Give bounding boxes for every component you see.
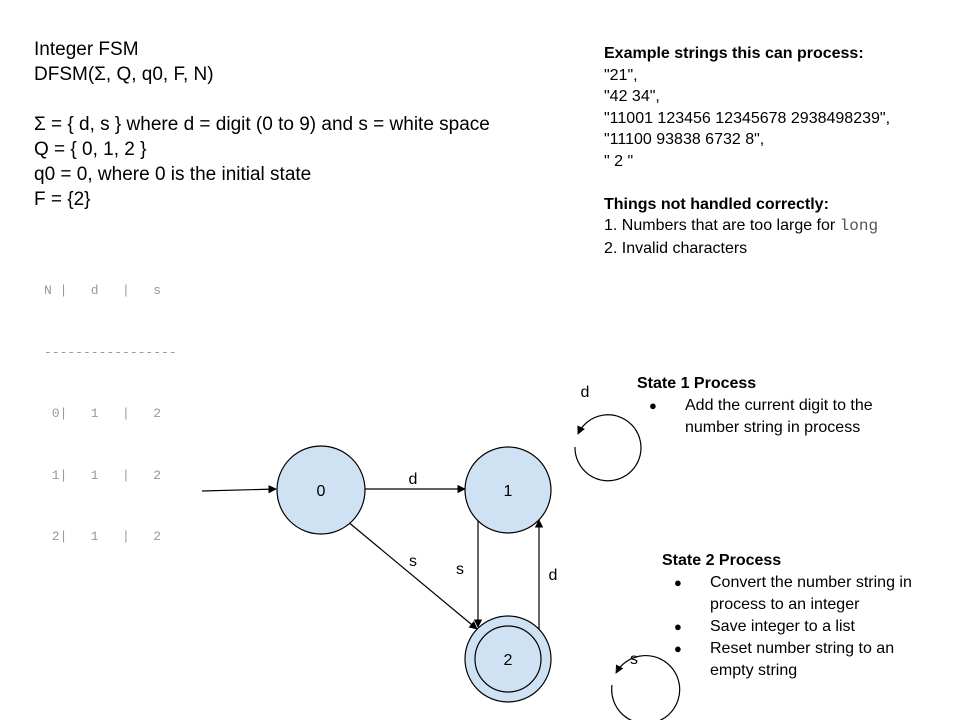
- table-divider: -----------------: [44, 344, 177, 360]
- list-item: Convert the number string in process to …: [662, 572, 950, 616]
- edge-0-to-2-label: s: [409, 553, 417, 570]
- self-loop-state-2: [611, 655, 681, 720]
- edge-0-to-1-label: d: [409, 471, 418, 488]
- state-1-label: 1: [504, 483, 513, 500]
- final-states-definition: F = {2}: [34, 189, 91, 210]
- not-handled-item-1-text: 1. Numbers that are too large for: [604, 217, 840, 234]
- table-row: 0| 1 | 2: [44, 406, 162, 421]
- example-string: "21",: [604, 66, 638, 84]
- examples-title: Example strings this can process:: [604, 45, 864, 62]
- list-item: Save integer to a list: [662, 616, 952, 638]
- transition-table: N | d | s ----------------- 0| 1 | 2 1| …: [44, 240, 177, 568]
- states-definition: Q = { 0, 1, 2 }: [34, 139, 147, 160]
- not-handled-item-1: 1. Numbers that are too large for long: [604, 215, 890, 238]
- edge-1-to-2-label: s: [456, 561, 464, 578]
- initial-state-definition: q0 = 0, where 0 is the initial state: [34, 164, 312, 185]
- notes-panel: Example strings this can process: "21", …: [604, 43, 890, 259]
- list-item: Reset number string to an empty string: [662, 638, 930, 682]
- state-2-process-list: Convert the number string in process to …: [662, 572, 952, 682]
- self-loop-state-2-label: s: [630, 651, 638, 668]
- list-item: Add the current digit to the number stri…: [637, 395, 885, 439]
- example-string: "11100 93838 6732 8",: [604, 131, 765, 148]
- start-arrow: [201, 485, 277, 494]
- long-type-code: long: [839, 217, 879, 235]
- state-1-process-title: State 1 Process: [637, 375, 757, 392]
- state-2-process: State 2 Process Convert the number strin…: [662, 550, 952, 682]
- state-2-label: 2: [504, 652, 513, 669]
- state-0-label: 0: [317, 483, 326, 500]
- state-2-process-title: State 2 Process: [662, 552, 782, 569]
- table-header-row: N | d | s: [44, 283, 162, 298]
- example-string: "11001 123456 12345678 2938498239",: [604, 109, 891, 127]
- self-loop-state-1: [574, 414, 642, 482]
- self-loop-state-1-label: d: [581, 384, 590, 401]
- fsm-title: Integer FSM: [34, 39, 139, 60]
- state-2-accepting: 2: [464, 615, 552, 703]
- alphabet-definition: Σ = { d, s } where d = digit (0 to 9) an…: [34, 114, 490, 135]
- example-string: "42 34",: [604, 88, 660, 105]
- state-1-process: State 1 Process Add the current digit to…: [637, 373, 887, 439]
- state-0: 0: [276, 445, 366, 535]
- state-1: 1: [464, 446, 552, 534]
- example-string: " 2 ": [604, 152, 634, 170]
- edge-2-to-1-label: d: [549, 567, 558, 584]
- table-row: 1| 1 | 2: [44, 467, 162, 483]
- state-1-process-list: Add the current digit to the number stri…: [637, 395, 887, 439]
- not-handled-item-2: 2. Invalid characters: [604, 239, 748, 257]
- not-handled-title: Things not handled correctly:: [604, 195, 829, 213]
- edge-0-to-2: [346, 520, 478, 630]
- table-row: 2| 1 | 2: [44, 529, 162, 544]
- fsm-definition: Integer FSM DFSM(Σ, Q, q0, F, N) ​ Σ = {…: [34, 37, 490, 212]
- dfsm-tuple: DFSM(Σ, Q, q0, F, N): [34, 64, 214, 85]
